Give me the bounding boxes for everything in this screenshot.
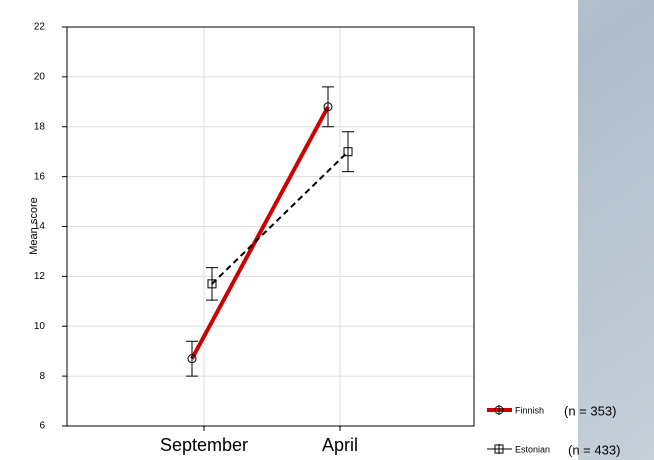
y-tick-label: 10 bbox=[34, 321, 46, 332]
legend-n: (n = 353) bbox=[564, 403, 616, 418]
y-tick-label: 6 bbox=[39, 421, 45, 432]
x-tick-label: April bbox=[322, 435, 358, 455]
y-tick-label: 12 bbox=[34, 271, 46, 282]
legend-n: (n = 433) bbox=[568, 442, 620, 457]
y-tick-label: 14 bbox=[34, 221, 46, 232]
y-tick-label: 22 bbox=[34, 22, 46, 33]
y-tick-label: 18 bbox=[34, 121, 46, 132]
x-tick-label: September bbox=[160, 435, 248, 455]
y-tick-label: 20 bbox=[34, 72, 46, 83]
chart-panel bbox=[0, 0, 578, 460]
y-tick-label: 16 bbox=[34, 171, 46, 182]
legend-label: Estonian bbox=[515, 444, 550, 454]
chart: Mean score 6810121416182022SeptemberApri… bbox=[0, 0, 654, 460]
y-tick-label: 8 bbox=[39, 371, 45, 382]
legend-label: Finnish bbox=[515, 405, 544, 415]
